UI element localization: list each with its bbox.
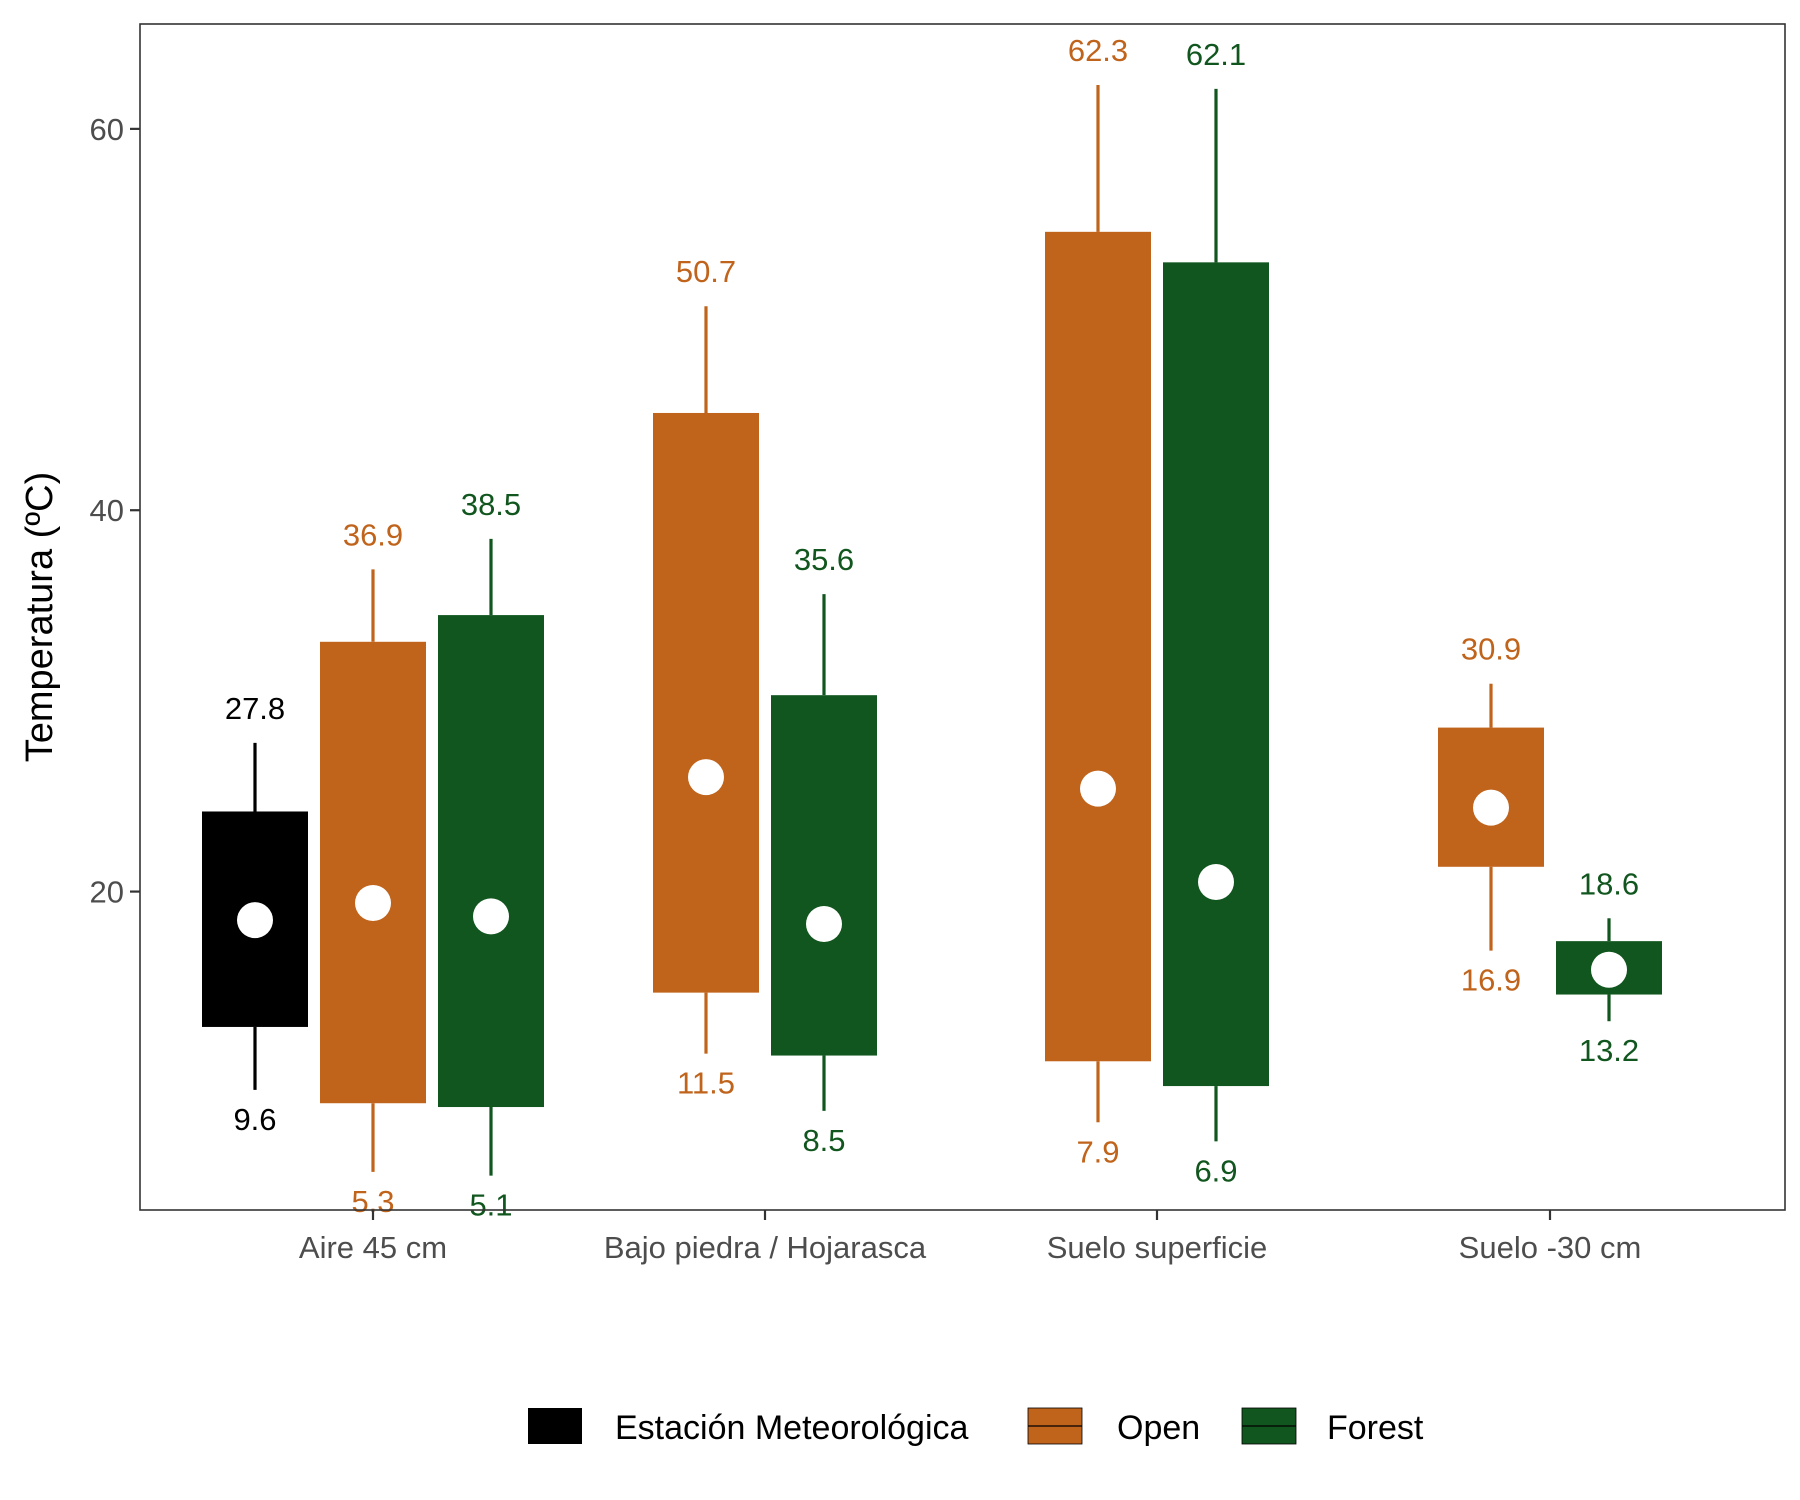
min-value-label: 8.5 — [802, 1123, 845, 1158]
x-tick-label: Suelo superficie — [1047, 1230, 1268, 1265]
mean-point — [473, 898, 509, 935]
box-body — [320, 641, 426, 1104]
legend-swatch — [528, 1408, 582, 1444]
max-value-label: 36.9 — [343, 517, 403, 552]
value-labels-layer: 27.89.636.95.338.55.150.711.535.68.562.3… — [225, 33, 1639, 1223]
max-value-label: 62.1 — [1186, 37, 1246, 72]
mean-point — [806, 905, 842, 942]
min-value-label: 16.9 — [1461, 963, 1521, 998]
legend-label: Open — [1117, 1409, 1200, 1447]
y-tick-label: 40 — [90, 493, 124, 528]
min-value-label: 13.2 — [1579, 1033, 1639, 1068]
x-tick-label: Aire 45 cm — [299, 1230, 447, 1265]
min-value-label: 6.9 — [1194, 1153, 1237, 1188]
box-5 — [1045, 85, 1151, 1123]
y-axis-title: Temperatura (ºC) — [19, 472, 61, 763]
max-value-label: 50.7 — [676, 254, 736, 289]
y-axis: 20 40 60 — [90, 112, 140, 910]
max-value-label: 30.9 — [1461, 632, 1521, 667]
y-tick-label: 20 — [90, 875, 124, 910]
max-value-label: 18.6 — [1579, 866, 1639, 901]
mean-point — [688, 759, 724, 796]
box-0 — [202, 742, 308, 1090]
box-3 — [653, 306, 759, 1054]
x-axis: Aire 45 cm Bajo piedra / Hojarasca Suelo s… — [299, 1210, 1641, 1265]
mean-point — [355, 885, 391, 922]
box-body — [438, 615, 544, 1108]
min-value-label: 9.6 — [233, 1102, 276, 1137]
box-6 — [1163, 88, 1269, 1142]
max-value-label: 35.6 — [794, 542, 854, 577]
box-body — [1045, 231, 1151, 1062]
legend-item-0: Estación Meteorológica — [528, 1408, 969, 1447]
max-value-label: 38.5 — [461, 487, 521, 522]
box-2 — [438, 538, 544, 1176]
max-value-label: 27.8 — [225, 691, 285, 726]
plot-border — [139, 23, 1786, 1211]
mean-point — [1080, 770, 1116, 807]
legend-label: Forest — [1327, 1409, 1424, 1447]
min-value-label: 7.9 — [1076, 1134, 1119, 1169]
legend-item-1: Open — [1027, 1407, 1200, 1447]
box-body — [653, 412, 759, 993]
legend: Estación Meteorológica Open Forest — [528, 1407, 1424, 1447]
box-1 — [320, 569, 426, 1172]
max-value-label: 62.3 — [1068, 33, 1128, 68]
box-body — [771, 695, 877, 1056]
legend-label: Estación Meteorológica — [615, 1409, 969, 1447]
legend-item-2: Forest — [1241, 1407, 1424, 1447]
box-body — [1163, 262, 1269, 1087]
boxes-layer — [202, 85, 1662, 1176]
mean-point — [1198, 864, 1234, 901]
x-tick-label: Suelo -30 cm — [1459, 1230, 1642, 1265]
box-7 — [1438, 683, 1544, 951]
box-8 — [1556, 918, 1662, 1022]
x-tick-label: Bajo piedra / Hojarasca — [604, 1230, 927, 1265]
min-value-label: 11.5 — [677, 1066, 735, 1101]
y-tick-label: 60 — [90, 112, 124, 147]
mean-point — [1591, 951, 1627, 988]
mean-point — [1473, 789, 1509, 826]
box-4 — [771, 594, 877, 1111]
mean-point — [237, 902, 273, 939]
min-value-label: 5.1 — [469, 1188, 512, 1223]
